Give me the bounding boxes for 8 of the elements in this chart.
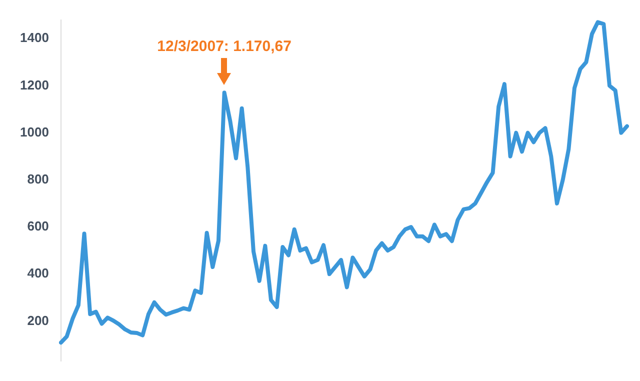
y-tick-label: 1000 xyxy=(20,124,49,140)
y-tick-label: 800 xyxy=(27,171,49,186)
y-tick-label: 200 xyxy=(27,312,49,328)
y-tick-label: 1400 xyxy=(20,30,49,46)
y-tick-label: 400 xyxy=(27,266,49,281)
annotation: 12/3/2007: 1.170,67 xyxy=(157,38,292,55)
y-tick-label: 1200 xyxy=(20,77,49,92)
y-tick-label: 600 xyxy=(27,218,49,234)
